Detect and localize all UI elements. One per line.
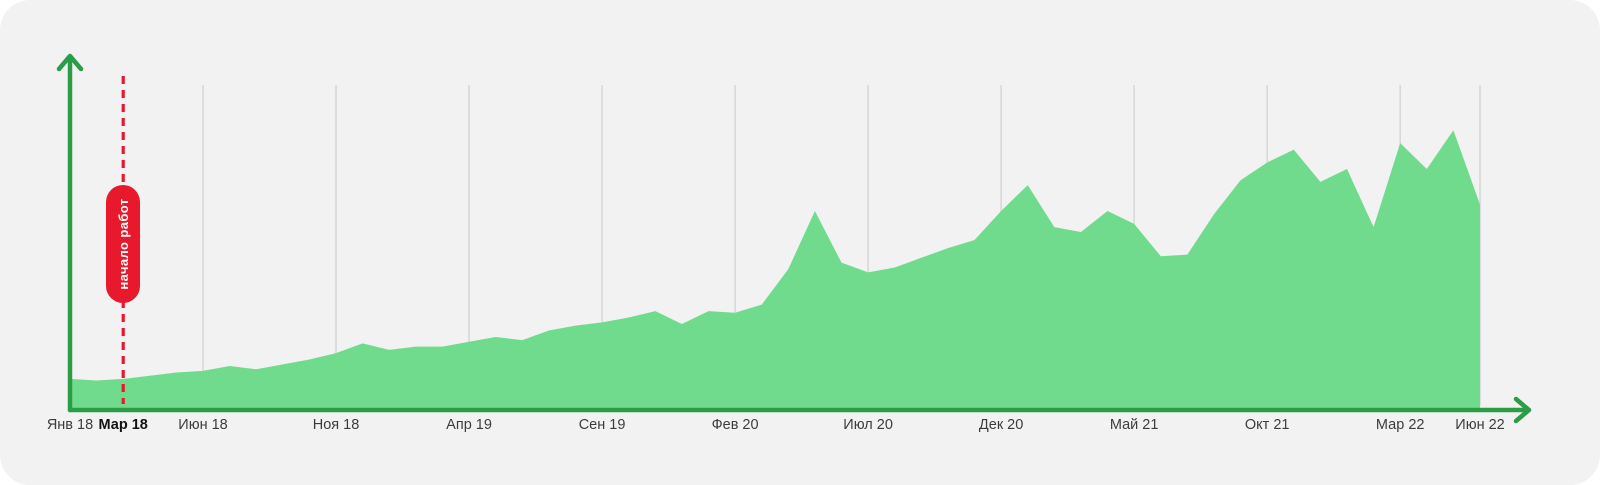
- area-series: [70, 130, 1480, 408]
- x-axis-arrow-icon: [1513, 396, 1532, 424]
- annotation-pill: начало работ: [106, 185, 141, 303]
- y-axis-arrow-icon: [56, 53, 84, 72]
- annotation-label: начало работ: [115, 198, 131, 290]
